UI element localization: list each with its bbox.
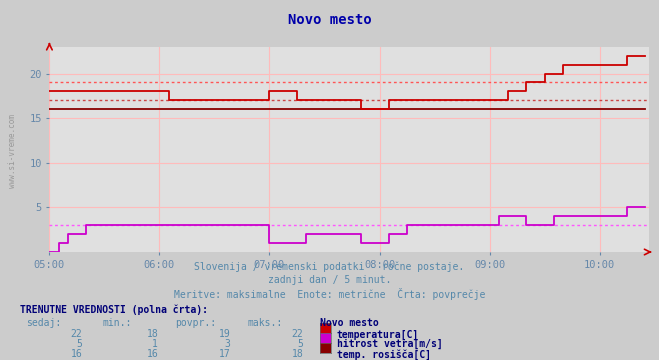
Text: 16: 16 (146, 349, 158, 359)
Text: Slovenija / vremenski podatki - ročne postaje.: Slovenija / vremenski podatki - ročne po… (194, 261, 465, 271)
Text: 5: 5 (297, 339, 303, 349)
Text: 3: 3 (225, 339, 231, 349)
Text: 1: 1 (152, 339, 158, 349)
Text: min.:: min.: (102, 318, 132, 328)
Text: 22: 22 (71, 329, 82, 339)
Text: temp. rosišča[C]: temp. rosišča[C] (337, 349, 431, 360)
Text: temperatura[C]: temperatura[C] (337, 329, 419, 339)
Text: 17: 17 (219, 349, 231, 359)
Text: 16: 16 (71, 349, 82, 359)
Text: Meritve: maksimalne  Enote: metrične  Črta: povprečje: Meritve: maksimalne Enote: metrične Črta… (174, 288, 485, 300)
Text: 5: 5 (76, 339, 82, 349)
Text: zadnji dan / 5 minut.: zadnji dan / 5 minut. (268, 275, 391, 285)
Text: 19: 19 (219, 329, 231, 339)
Text: povpr.:: povpr.: (175, 318, 215, 328)
Text: www.si-vreme.com: www.si-vreme.com (8, 114, 17, 188)
Text: 18: 18 (291, 349, 303, 359)
Text: Novo mesto: Novo mesto (320, 318, 378, 328)
Text: Novo mesto: Novo mesto (287, 13, 372, 27)
Text: maks.:: maks.: (247, 318, 282, 328)
Text: 18: 18 (146, 329, 158, 339)
Text: TRENUTNE VREDNOSTI (polna črta):: TRENUTNE VREDNOSTI (polna črta): (20, 304, 208, 315)
Text: 22: 22 (291, 329, 303, 339)
Text: hitrost vetra[m/s]: hitrost vetra[m/s] (337, 339, 442, 349)
Text: sedaj:: sedaj: (26, 318, 61, 328)
